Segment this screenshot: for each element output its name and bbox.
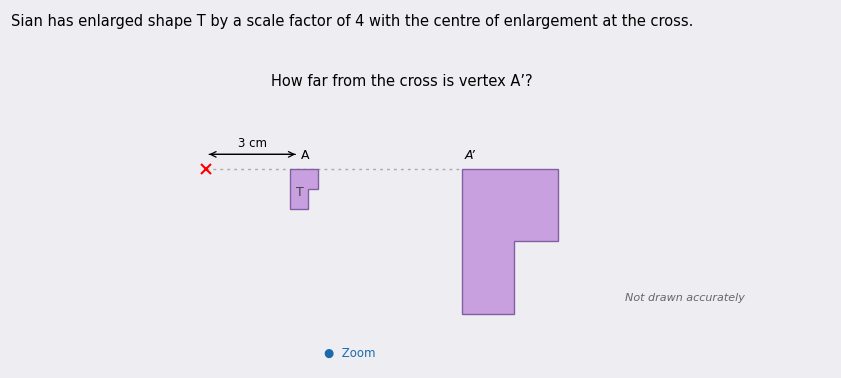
Text: ●  Zoom: ● Zoom <box>325 347 376 360</box>
Text: T: T <box>296 186 304 199</box>
Polygon shape <box>290 169 318 209</box>
Text: 3 cm: 3 cm <box>238 137 267 150</box>
Text: How far from the cross is vertex A’?: How far from the cross is vertex A’? <box>271 74 532 88</box>
Text: A’: A’ <box>464 149 475 162</box>
Polygon shape <box>462 169 558 314</box>
Text: Not drawn accurately: Not drawn accurately <box>626 293 745 303</box>
Text: Sian has enlarged shape T by a scale factor of 4 with the centre of enlargement : Sian has enlarged shape T by a scale fac… <box>11 14 693 29</box>
Text: A: A <box>300 149 309 162</box>
